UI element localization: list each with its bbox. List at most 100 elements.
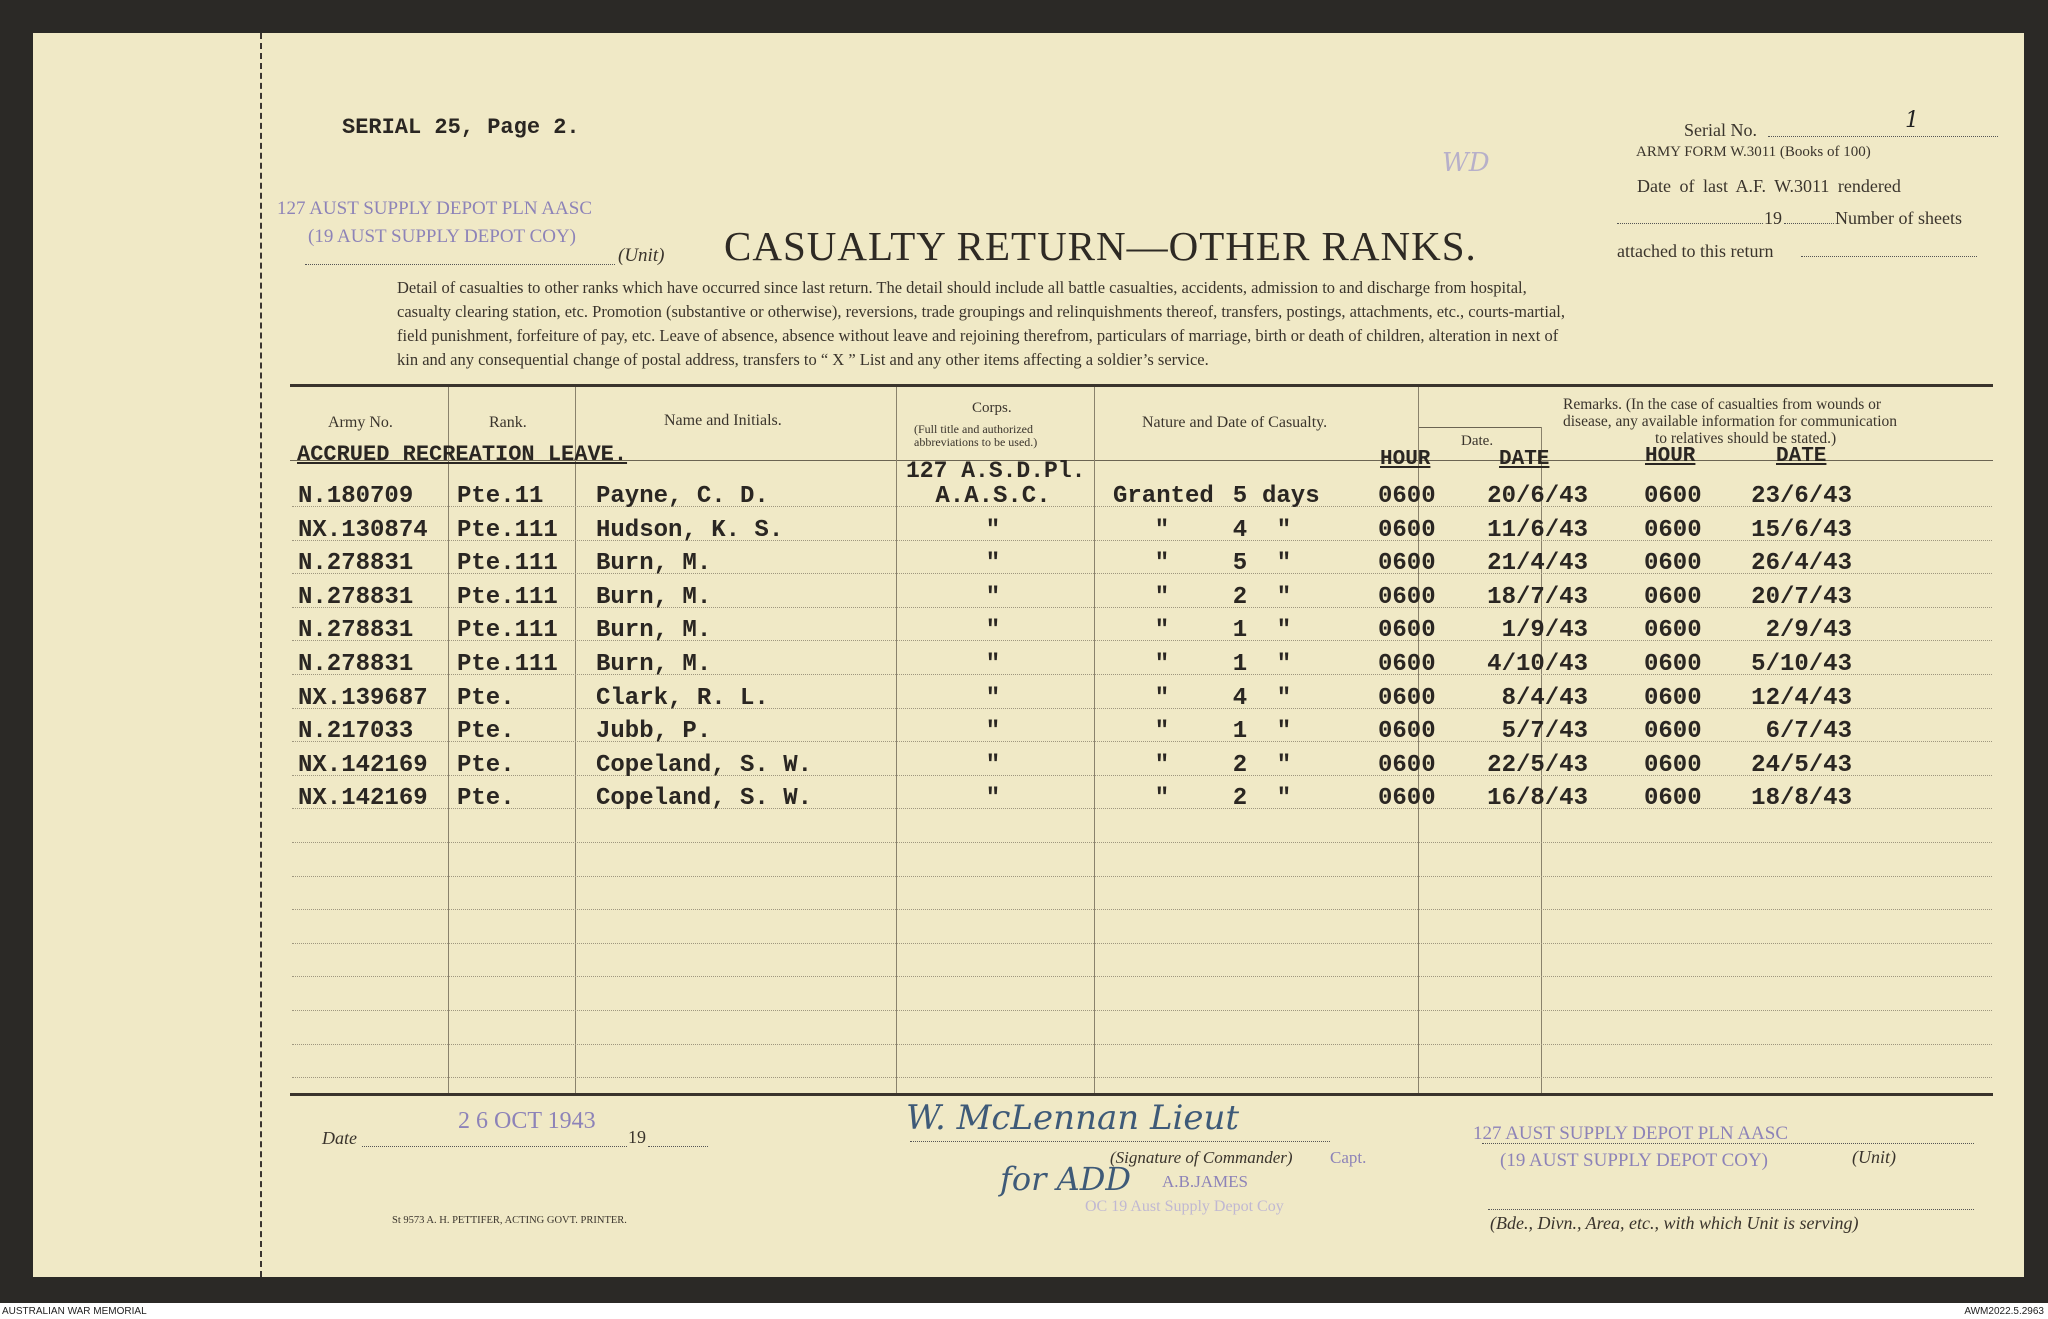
ruled-line [292, 1077, 1992, 1079]
ruled-line [292, 573, 1992, 575]
serial-typed: SERIAL 25, Page 2. [342, 115, 580, 140]
date-cell: 11/6/43 [1487, 516, 1588, 544]
nature-suffix-cell: " [1276, 550, 1292, 578]
corps-cell: " [985, 516, 1001, 544]
col-header-army-no: Army No. [328, 414, 393, 431]
name-cell: Copeland, S. W. [596, 785, 813, 813]
unit-stamp-line1: 127 AUST SUPPLY DEPOT PLN AASC [277, 198, 593, 219]
hour-cell: 0600 [1644, 785, 1702, 813]
days-cell: 5 [1232, 483, 1248, 510]
army-no-cell: NX.142169 [298, 751, 428, 779]
corps-unit-line: 127 A.S.D.Pl. [906, 458, 1086, 484]
date-cell: 15/6/43 [1751, 516, 1852, 544]
col-header-corps: Corps. [972, 400, 1012, 416]
hour-cell: 0600 [1644, 483, 1702, 510]
nature-prefix-cell: " [1154, 550, 1170, 578]
ruled-line [292, 1043, 1992, 1045]
nature-suffix-cell: " [1276, 785, 1292, 813]
ruled-line [292, 606, 1992, 608]
date-cell: 20/6/43 [1487, 483, 1588, 510]
col-divider [1418, 387, 1419, 1093]
hour-cell: 0600 [1644, 583, 1702, 611]
col-header-date: DATE [1499, 448, 1550, 471]
form-sheet [33, 33, 2024, 1277]
instructions-line: casualty clearing station, etc. Promotio… [397, 302, 1565, 321]
nature-suffix-cell: " [1276, 617, 1292, 645]
hour-cell: 0600 [1644, 751, 1702, 779]
col-header-corps-note: (Full title and authorized [914, 422, 1033, 436]
rank-cell: Pte. [457, 718, 515, 746]
days-cell: 2 [1232, 751, 1248, 779]
col-header-remarks: disease, any available information for c… [1563, 413, 1897, 430]
unit-field-bottom [1482, 1128, 1974, 1144]
ruled-line [292, 707, 1992, 709]
hour-cell: 0600 [1644, 718, 1702, 746]
nature-prefix-cell: " [1154, 516, 1170, 544]
army-no-cell: NX.142169 [298, 785, 428, 813]
rank-cell: Pte.111 [457, 583, 558, 611]
hour-cell: 0600 [1644, 651, 1702, 678]
handwritten-mark: WD [1442, 148, 1490, 178]
ruled-line [292, 674, 1992, 675]
ruled-line [292, 774, 1992, 776]
army-no-cell: N.180709 [298, 483, 414, 510]
corps-cell: " [985, 583, 1001, 611]
rank-cell: Pte. [457, 785, 515, 813]
date-cell: 6/7/43 [1765, 718, 1852, 746]
bde-label: (Bde., Divn., Area, etc., with which Uni… [1490, 1213, 1859, 1233]
date-cell: 18/8/43 [1751, 785, 1852, 813]
serial-no-field [1768, 118, 1998, 137]
unit-stamp-bottom-line2: (19 AUST SUPPLY DEPOT COY) [1500, 1150, 1769, 1171]
col-divider [896, 387, 897, 1093]
date-cell: 18/7/43 [1487, 583, 1588, 611]
ruled-line [292, 942, 1992, 944]
rank-cell: Pte.111 [457, 550, 558, 578]
nature-prefix-cell: " [1154, 583, 1170, 611]
hour-cell: 0600 [1378, 550, 1436, 578]
col-divider [1094, 387, 1095, 1093]
for-signature: for ADD [1000, 1160, 1131, 1198]
col-header-date: Date. [1461, 433, 1494, 449]
date-cell: 22/5/43 [1487, 751, 1588, 779]
col-header-remarks: Remarks. (In the case of casualties from… [1563, 396, 1882, 413]
hour-cell: 0600 [1378, 516, 1436, 544]
signature-field [910, 1140, 1330, 1142]
nature-prefix-cell: " [1154, 617, 1170, 645]
col-divider [575, 387, 576, 1093]
date-cell: 21/4/43 [1487, 550, 1588, 578]
rank-cell: Pte.111 [457, 516, 558, 544]
army-no-cell: N.278831 [298, 583, 414, 611]
corps-cell: " [985, 550, 1001, 578]
name-cell: Burn, M. [596, 617, 712, 645]
nature-suffix-cell: " [1276, 651, 1292, 678]
name-cell: Copeland, S. W. [596, 751, 813, 779]
nature-suffix-cell: " [1276, 516, 1292, 544]
serial-no-label: Serial No. [1684, 120, 1757, 140]
name-cell: Hudson, K. S. [596, 516, 784, 544]
section-heading: ACCRUED RECREATION LEAVE. [297, 442, 628, 467]
days-cell: 4 [1232, 684, 1248, 712]
nature-prefix-cell: " [1154, 684, 1170, 712]
corps-cell: " [985, 785, 1001, 813]
serial-no-value: 1 [1905, 108, 1919, 133]
col-header-hour: HOUR [1380, 448, 1431, 471]
nature-prefix-cell: " [1154, 751, 1170, 779]
date-cell: 2/9/43 [1765, 617, 1852, 645]
corps-cell: A.A.S.C. [935, 483, 1051, 510]
nature-prefix-cell: " [1154, 651, 1170, 678]
corps-cell: " [985, 751, 1001, 779]
ruled-line [292, 1010, 1992, 1011]
unit-field [305, 246, 615, 265]
name-stamp: A.B.JAMES [1162, 1172, 1248, 1191]
table-bottom-rule [290, 1093, 1993, 1096]
unit-label: (Unit) [618, 245, 665, 266]
rank-cell: Pte. [457, 751, 515, 779]
date-cell: 12/4/43 [1751, 684, 1852, 712]
date-last-label: Date of last A.F. W.3011 rendered [1637, 176, 1901, 196]
rank-cell: Pte.111 [457, 651, 558, 678]
nature-suffix-cell: " [1276, 718, 1292, 746]
instructions-line: Detail of casualties to other ranks whic… [397, 278, 1527, 297]
hour-cell: 0600 [1644, 617, 1702, 645]
date-last-field [1617, 208, 1763, 224]
ruled-line [292, 539, 1992, 541]
